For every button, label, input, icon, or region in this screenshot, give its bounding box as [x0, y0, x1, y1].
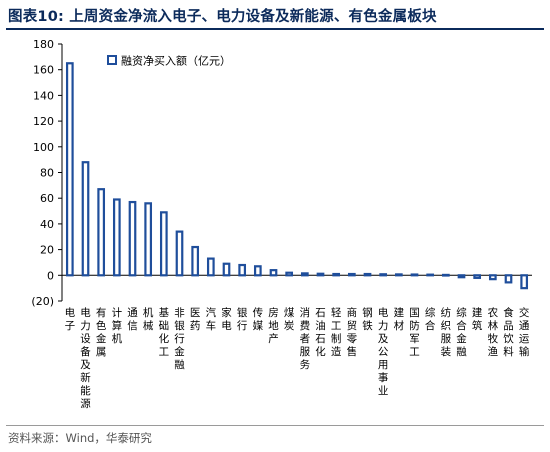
x-tick-label: 电力及公用事业: [378, 306, 389, 397]
bar-10: [222, 262, 231, 277]
x-tick-label: 消费者服务: [300, 306, 311, 371]
bars: [65, 62, 529, 290]
x-tick-label: 医药: [190, 307, 201, 332]
y-tick-label: 20: [40, 244, 54, 257]
x-axis-labels: 电子电力设备及新能源有色金属计算机通信机械基础化工非银行金融医药汽车家电银行传媒…: [65, 306, 530, 410]
x-tick-label: 钢铁: [362, 306, 373, 332]
x-tick-label: 交通运输: [519, 306, 530, 358]
y-tick-label: 40: [40, 218, 54, 231]
legend-swatch: [107, 55, 117, 65]
y-tick-label: 100: [33, 141, 54, 154]
bar-27: [488, 274, 497, 281]
title-underline: [6, 28, 544, 30]
x-tick-label: 综合金融: [456, 306, 467, 358]
bar-9: [206, 257, 215, 277]
bar-1: [81, 161, 90, 277]
x-tick-label: 通信: [127, 307, 138, 332]
bar-25: [457, 274, 466, 279]
bar-3: [112, 198, 121, 277]
x-tick-label: 商贸零售: [347, 306, 358, 358]
footer-rule: [6, 425, 544, 426]
x-tick-label: 石油石化: [315, 307, 326, 358]
y-tick-label: (20): [31, 295, 54, 308]
bar-19: [363, 272, 372, 277]
bar-6: [159, 211, 168, 277]
bar-15: [300, 272, 309, 277]
y-tick-label: 140: [33, 89, 54, 102]
bar-26: [473, 274, 482, 279]
bar-8: [191, 245, 200, 277]
bar-12: [253, 265, 262, 277]
x-tick-label: 食品饮料: [503, 306, 514, 358]
x-tick-label: 有色金属: [96, 306, 107, 358]
bar-7: [175, 230, 184, 277]
bar-13: [269, 269, 278, 277]
x-tick-label: 家电: [221, 306, 232, 332]
x-tick-label: 汽车: [206, 306, 217, 332]
legend-label: 融资净买入额（亿元）: [121, 54, 231, 68]
x-tick-label: 国防军工: [409, 307, 420, 358]
bar-14: [285, 271, 294, 277]
bar-11: [238, 263, 247, 277]
legend: 融资净买入额（亿元）: [107, 54, 231, 68]
x-tick-label: 建筑: [472, 306, 483, 332]
bar-5: [144, 202, 153, 277]
bar-23: [426, 273, 435, 277]
bar-16: [316, 272, 325, 277]
y-axis: (20) 0 20 40 60 80 100 120 140 160 180: [31, 38, 532, 308]
y-tick-label: 80: [40, 167, 54, 180]
y-tick-label: 0: [47, 269, 54, 282]
x-tick-label: 银行: [237, 306, 248, 332]
x-tick-label: 纺织服装: [441, 306, 452, 358]
x-tick-label: 煤炭: [284, 306, 295, 332]
x-tick-label: 传媒: [253, 307, 264, 332]
x-tick-label: 机械: [143, 306, 154, 332]
y-tick-label: 60: [40, 192, 54, 205]
bar-29: [520, 274, 529, 290]
x-tick-label: 计算机: [112, 306, 123, 345]
bar-17: [332, 272, 341, 277]
x-tick-label: 基础化工: [159, 306, 170, 358]
x-tick-label: 电子: [65, 306, 76, 332]
bar-18: [347, 272, 356, 277]
x-tick-label: 建材: [394, 306, 405, 332]
x-tick-label: 轻工制造: [331, 306, 342, 358]
y-tick-label: 120: [33, 115, 54, 128]
y-tick-label: 160: [33, 64, 54, 77]
bar-28: [504, 274, 513, 284]
y-tick-label: 180: [33, 38, 54, 51]
x-tick-label: 非银行金融: [174, 307, 185, 371]
x-tick-label: 房地产: [268, 306, 279, 345]
bar-22: [410, 273, 419, 277]
bar-20: [379, 273, 388, 277]
x-tick-label: 农林牧渔: [488, 306, 499, 358]
bar-2: [97, 188, 106, 277]
bar-24: [441, 273, 450, 277]
source-note: 资料来源：Wind，华泰研究: [8, 431, 152, 445]
chart-title: 图表10: 上周资金净流入电子、电力设备及新能源、有色金属板块: [8, 9, 437, 25]
bar-4: [128, 200, 137, 277]
bar-0: [65, 62, 74, 277]
x-tick-label: 综合: [425, 306, 436, 332]
bar-21: [394, 273, 403, 277]
x-tick-label: 电力设备及新能源: [80, 306, 91, 410]
